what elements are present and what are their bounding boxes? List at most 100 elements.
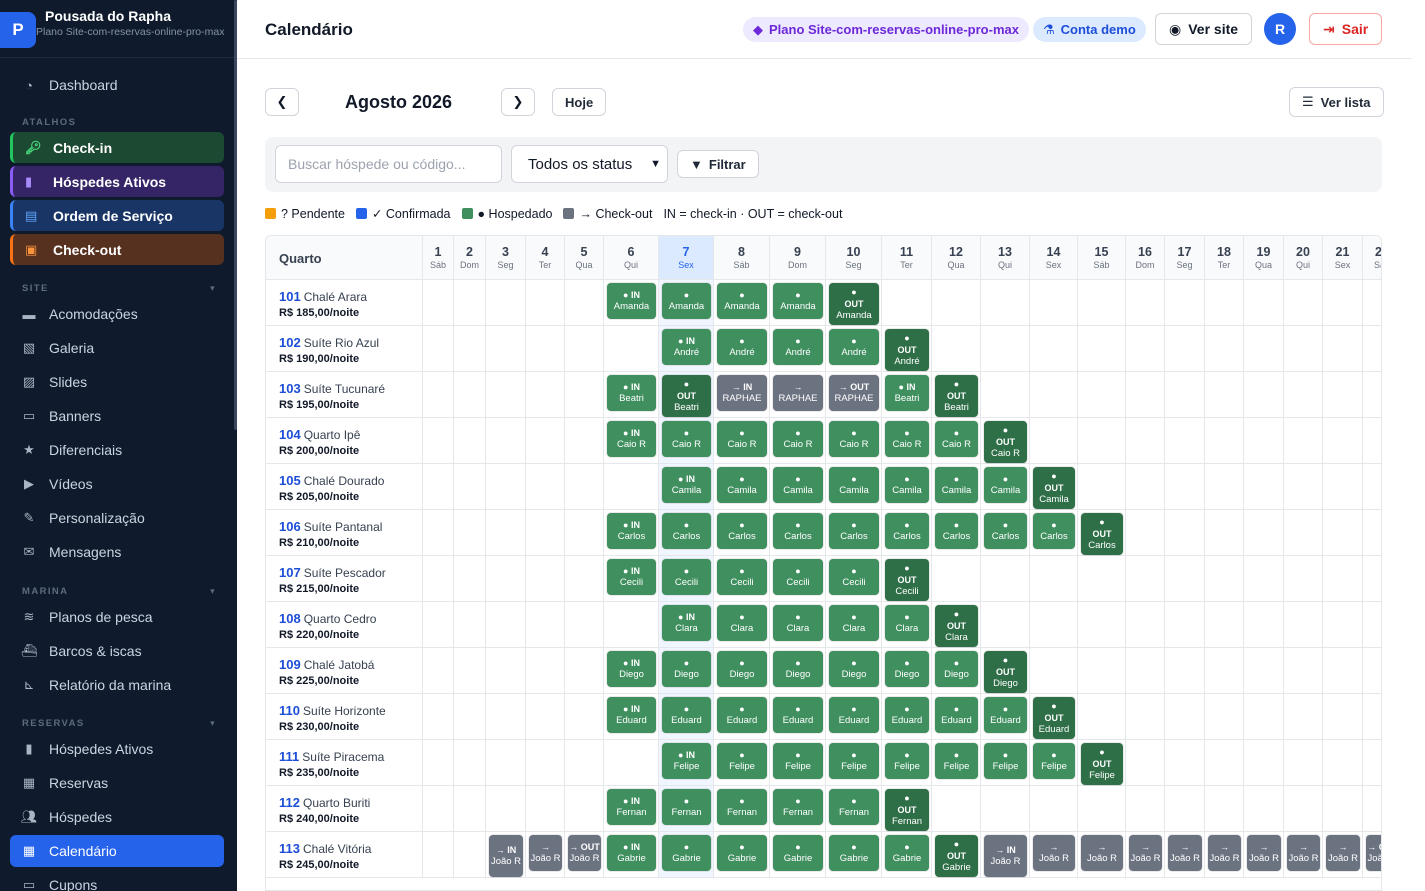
calendar-cell[interactable]	[526, 602, 565, 648]
booking-block[interactable]: ● André	[773, 329, 823, 365]
calendar-cell[interactable]	[1363, 602, 1381, 648]
booking-block[interactable]: ● OUT Felipe	[1081, 743, 1123, 785]
calendar-cell[interactable]	[565, 648, 604, 694]
calendar-cell[interactable]	[423, 694, 454, 740]
section-marina[interactable]: MARINA ▾	[22, 586, 216, 597]
calendar-cell[interactable]	[1030, 372, 1078, 418]
calendar-cell[interactable]	[423, 648, 454, 694]
calendar-cell[interactable]	[604, 556, 659, 602]
calendar-cell[interactable]	[565, 602, 604, 648]
calendar-cell[interactable]	[486, 280, 526, 326]
calendar-cell[interactable]	[1030, 694, 1078, 740]
calendar-cell[interactable]	[1244, 556, 1284, 602]
sidebar-scrollbar[interactable]	[234, 0, 237, 430]
sidebar-item-barcos-iscas[interactable]: ⛴ Barcos & iscas	[10, 635, 224, 667]
calendar-cell[interactable]	[1078, 464, 1126, 510]
booking-block[interactable]: ● Felipe	[829, 743, 879, 779]
calendar-cell[interactable]	[1030, 326, 1078, 372]
calendar-cell[interactable]	[1244, 602, 1284, 648]
shortcut-hospedes-ativos[interactable]: ▮ Hóspedes Ativos	[10, 166, 224, 197]
calendar-cell[interactable]	[714, 464, 770, 510]
calendar-cell[interactable]	[826, 464, 882, 510]
calendar-cell[interactable]	[882, 648, 932, 694]
calendar-cell[interactable]	[1323, 694, 1363, 740]
calendar-cell[interactable]	[882, 464, 932, 510]
booking-block[interactable]: ● Carlos	[984, 513, 1027, 549]
calendar-cell[interactable]	[486, 740, 526, 786]
calendar-cell[interactable]	[1284, 326, 1323, 372]
calendar-cell[interactable]	[932, 372, 981, 418]
booking-block[interactable]: ● Carlos	[717, 513, 767, 549]
calendar-cell[interactable]	[1284, 648, 1323, 694]
room-113[interactable]: 113 Chalé Vitória R$ 245,00/noite	[266, 832, 423, 878]
booking-block[interactable]: → OUT RAPHAE	[829, 375, 879, 411]
calendar-cell[interactable]	[454, 740, 486, 786]
calendar-cell[interactable]	[1363, 464, 1381, 510]
calendar-cell[interactable]	[1363, 786, 1381, 832]
calendar-cell[interactable]	[1165, 786, 1205, 832]
calendar-cell[interactable]	[1030, 602, 1078, 648]
room-109[interactable]: 109 Chalé Jatobá R$ 225,00/noite	[266, 648, 423, 694]
booking-block[interactable]: ● Felipe	[717, 743, 767, 779]
room-106[interactable]: 106 Suíte Pantanal R$ 210,00/noite	[266, 510, 423, 556]
calendar-cell[interactable]	[1323, 602, 1363, 648]
calendar-cell[interactable]	[1126, 602, 1165, 648]
booking-block[interactable]: ● Diego	[829, 651, 879, 687]
booking-block[interactable]: ● OUT Gabrie	[935, 835, 978, 877]
calendar-cell[interactable]	[714, 556, 770, 602]
calendar-cell[interactable]	[932, 694, 981, 740]
calendar-cell[interactable]	[1030, 556, 1078, 602]
sidebar-item-videos[interactable]: ▶ Vídeos	[10, 468, 224, 500]
booking-block[interactable]: ● OUT Clara	[935, 605, 978, 647]
calendar-cell[interactable]	[981, 556, 1030, 602]
calendar-cell[interactable]	[714, 832, 770, 878]
calendar-cell[interactable]	[1078, 832, 1126, 878]
calendar-cell[interactable]	[1323, 556, 1363, 602]
booking-block[interactable]: ● Cecili	[773, 559, 823, 595]
booking-block[interactable]: → IN RAPHAE	[717, 375, 767, 411]
calendar-cell[interactable]	[1244, 464, 1284, 510]
calendar-cell[interactable]	[981, 786, 1030, 832]
calendar-cell[interactable]	[770, 372, 826, 418]
booking-block[interactable]: ● André	[829, 329, 879, 365]
booking-block[interactable]: ● Felipe	[773, 743, 823, 779]
calendar-cell[interactable]	[932, 832, 981, 878]
calendar-cell[interactable]	[565, 740, 604, 786]
booking-block[interactable]: ● Caio R	[885, 421, 929, 457]
booking-block[interactable]: → João R	[1168, 835, 1202, 871]
calendar-cell[interactable]	[714, 510, 770, 556]
calendar-cell[interactable]	[486, 694, 526, 740]
calendar-cell[interactable]	[1030, 510, 1078, 556]
sidebar-item-diferenciais[interactable]: ★ Diferenciais	[10, 434, 224, 466]
booking-block[interactable]: ● Clara	[885, 605, 929, 641]
booking-block[interactable]: ● Amanda	[662, 283, 711, 319]
calendar-cell[interactable]	[423, 786, 454, 832]
calendar-cell[interactable]	[932, 464, 981, 510]
calendar-cell[interactable]	[1165, 326, 1205, 372]
booking-block[interactable]: ● Carlos	[773, 513, 823, 549]
calendar-cell[interactable]	[1126, 786, 1165, 832]
booking-block[interactable]: ● OUT Caio R	[984, 421, 1027, 463]
calendar-cell[interactable]	[1205, 648, 1244, 694]
booking-block[interactable]: → João R	[1129, 835, 1162, 871]
booking-block[interactable]: ● Fernan	[829, 789, 879, 825]
booking-block[interactable]: ● IN Beatri	[607, 375, 656, 411]
calendar-cell[interactable]	[565, 786, 604, 832]
calendar-cell[interactable]	[932, 556, 981, 602]
calendar-cell[interactable]	[714, 786, 770, 832]
booking-block[interactable]: ● Felipe	[984, 743, 1027, 779]
calendar-cell[interactable]	[1165, 602, 1205, 648]
calendar-cell[interactable]	[1244, 418, 1284, 464]
today-button[interactable]: Hoje	[552, 88, 607, 116]
booking-block[interactable]: → RAPHAE	[773, 375, 823, 411]
sidebar-item-reservas[interactable]: ▦ Reservas	[10, 767, 224, 799]
shortcut-check-in[interactable]: 🔑︎ Check-in	[10, 132, 224, 163]
calendar-cell[interactable]	[526, 418, 565, 464]
booking-block[interactable]: ● Cecili	[662, 559, 711, 595]
calendar-cell[interactable]	[1323, 418, 1363, 464]
calendar-cell[interactable]	[882, 372, 932, 418]
calendar-cell[interactable]	[1165, 694, 1205, 740]
calendar-cell[interactable]	[454, 372, 486, 418]
calendar-cell[interactable]	[1363, 740, 1381, 786]
